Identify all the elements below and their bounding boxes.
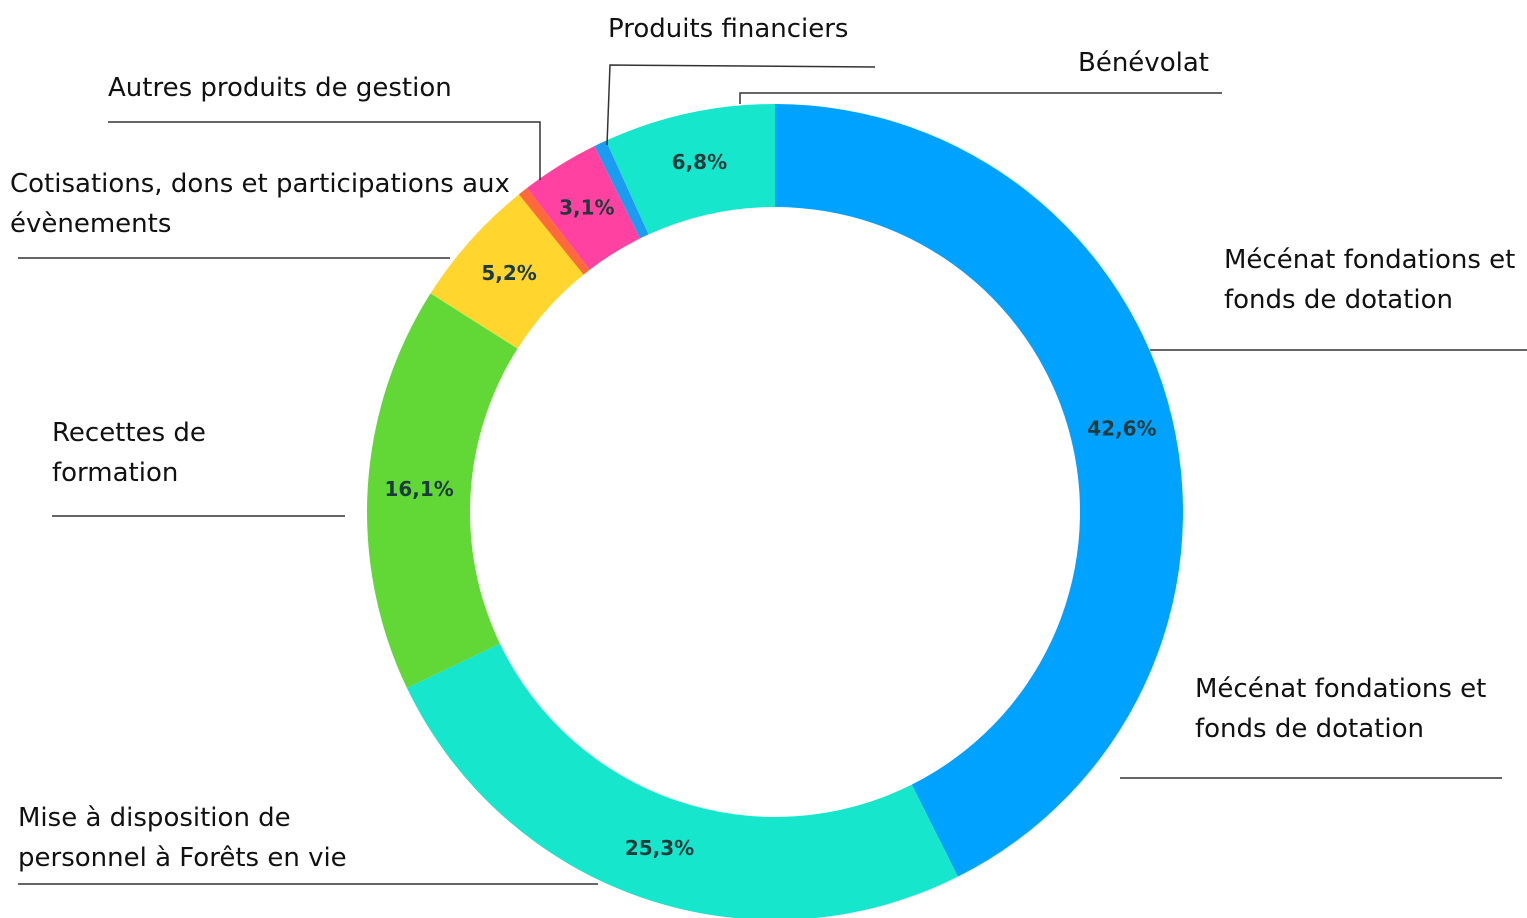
leader-lines <box>18 64 1527 885</box>
value-label: 25,3% <box>625 836 694 860</box>
value-label: 6,8% <box>672 150 727 174</box>
value-label: 3,1% <box>559 196 614 220</box>
slice <box>518 188 590 275</box>
slice <box>526 146 640 270</box>
value-label: 5,2% <box>481 261 536 285</box>
annotation: Mécénat fondations et fonds de dotation <box>1195 674 1487 744</box>
slice-label: Produits financiers <box>608 14 849 44</box>
slices: 42,6% 25,3% 16,1% 5,2% 3,1% 6,8% <box>367 104 1184 918</box>
slice-label: Bénévolat <box>1078 48 1209 78</box>
slice <box>430 194 584 349</box>
value-label: 42,6% <box>1087 416 1156 440</box>
leader-line <box>739 92 1222 104</box>
leader-line <box>606 64 876 146</box>
slice-label: Mécénat fondations et fonds de dotation <box>1224 245 1516 315</box>
slice <box>594 140 649 239</box>
leader-line <box>108 121 541 180</box>
slice-label: Cotisations, dons et participations aux … <box>10 169 510 239</box>
value-label: 16,1% <box>384 477 453 501</box>
slice-label: Autres produits de gestion <box>108 73 452 103</box>
slice <box>605 104 775 235</box>
slice <box>406 643 958 918</box>
slice-label: Recettes de formation <box>52 418 206 488</box>
slice <box>367 293 518 689</box>
slice-label: Mise à disposition de personnel à Forêts… <box>18 803 347 873</box>
slice <box>775 104 1184 877</box>
